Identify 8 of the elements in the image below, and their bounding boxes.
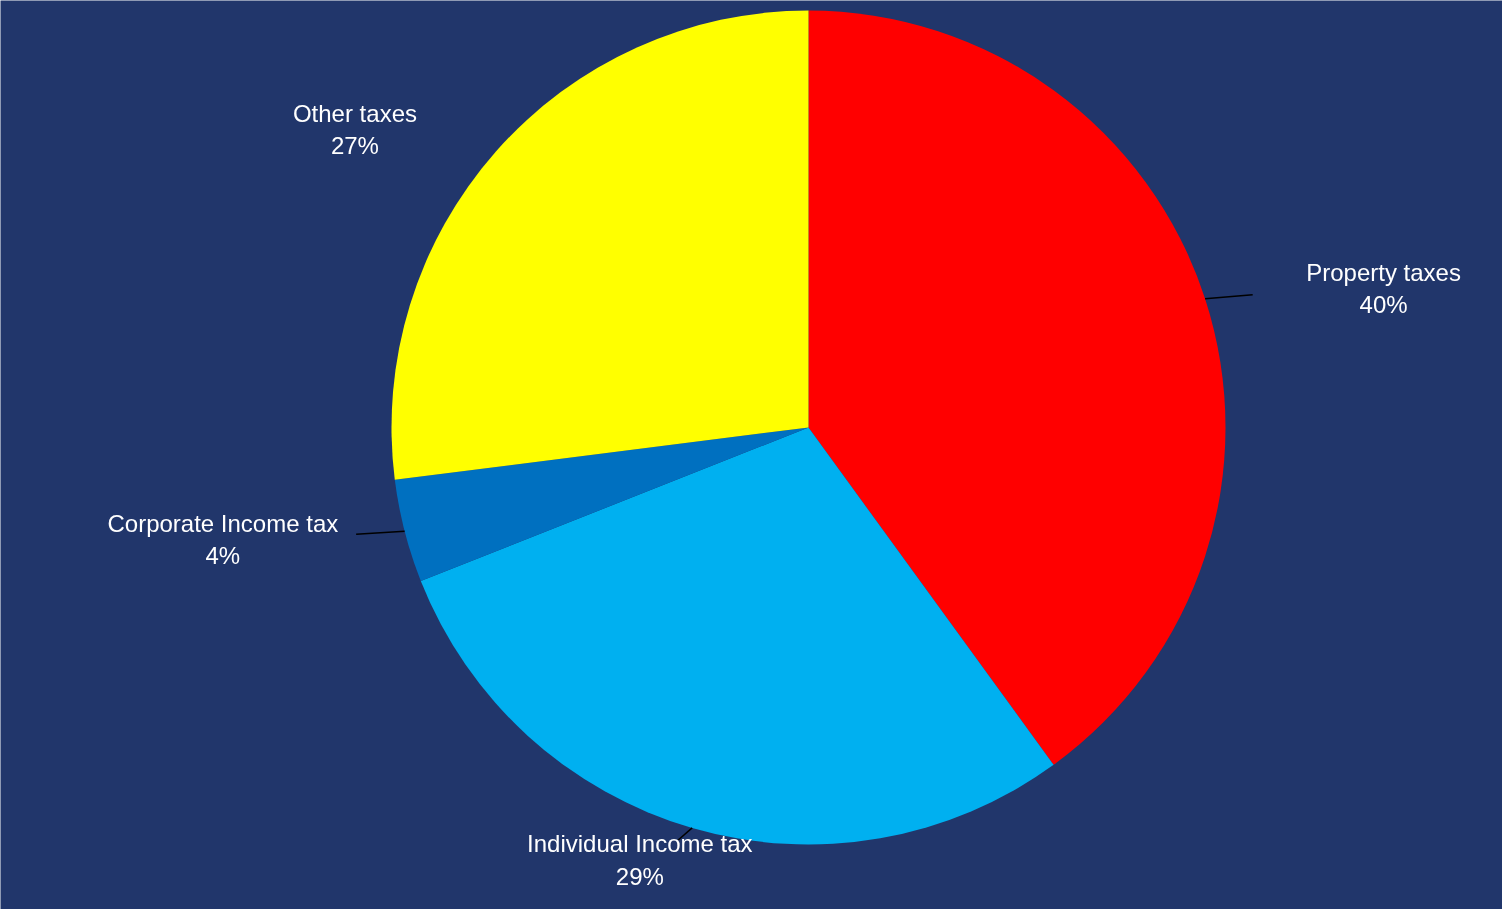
slice-label: Corporate Income tax bbox=[107, 509, 339, 537]
data-label: 4% bbox=[205, 542, 241, 570]
data-label: 29% bbox=[615, 862, 664, 890]
slice-label: Property taxes bbox=[1306, 258, 1461, 286]
slice-label: Individual Income tax bbox=[527, 830, 753, 858]
data-label: 27% bbox=[330, 132, 379, 160]
slice-label: Other taxes bbox=[292, 99, 417, 127]
data-label: 40% bbox=[1359, 291, 1408, 319]
